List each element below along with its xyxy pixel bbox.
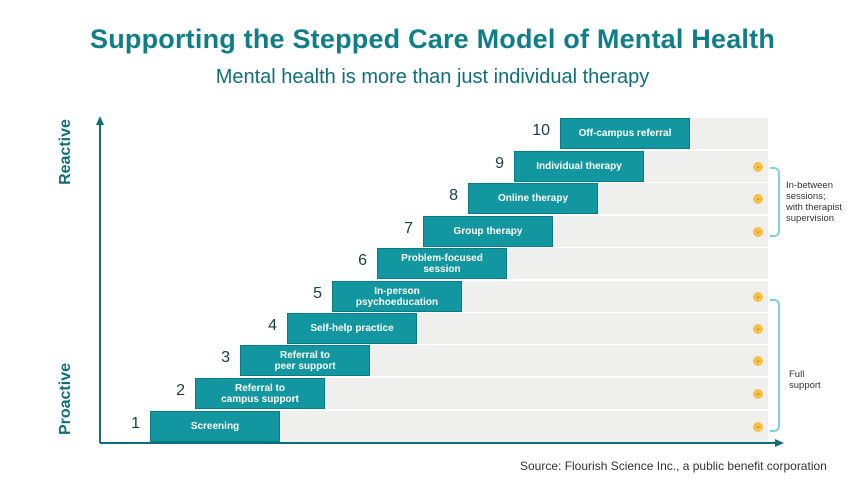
expand-indicator-icon[interactable]: ⌄ <box>753 389 763 399</box>
step-box: Problem-focused session <box>377 248 507 279</box>
step-number: 8 <box>449 187 458 204</box>
step-box: Self-help practice <box>287 313 417 344</box>
step-number: 10 <box>532 122 550 139</box>
axis-label-reactive: Reactive <box>57 119 74 185</box>
step-box: Individual therapy <box>514 151 644 182</box>
page-subtitle: Mental health is more than just individu… <box>215 66 650 88</box>
bracket-lower <box>770 299 780 432</box>
step-number: 2 <box>176 382 185 399</box>
expand-indicator-icon[interactable]: ⌄ <box>753 324 763 334</box>
step-number: 7 <box>404 220 413 237</box>
bracket-lower-label: Full support <box>789 369 821 391</box>
step-number: 5 <box>313 285 322 302</box>
expand-indicator-icon[interactable]: ⌄ <box>753 162 763 172</box>
step-number: 6 <box>358 252 367 269</box>
step-box: In-person psychoeducation <box>332 281 462 312</box>
expand-indicator-icon[interactable]: ⌄ <box>753 356 763 366</box>
step-number: 1 <box>131 415 140 432</box>
step-box: Screening <box>150 411 280 442</box>
step-box: Off-campus referral <box>560 118 690 149</box>
expand-indicator-icon[interactable]: ⌄ <box>753 227 763 237</box>
step-number: 4 <box>268 317 277 334</box>
step-box: Online therapy <box>468 183 598 214</box>
bracket-upper-label: In-between sessions; with therapist supe… <box>786 180 842 224</box>
expand-indicator-icon[interactable]: ⌄ <box>753 194 763 204</box>
y-axis-arrow-icon <box>96 116 104 125</box>
step-box: Referral to peer support <box>240 345 370 376</box>
step-box: Group therapy <box>423 216 553 247</box>
axis-label-proactive: Proactive <box>57 362 74 436</box>
expand-indicator-icon[interactable]: ⌄ <box>753 422 763 432</box>
step-box: Referral to campus support <box>195 378 325 409</box>
page-title: Supporting the Stepped Care Model of Men… <box>89 24 776 54</box>
expand-indicator-icon[interactable]: ⌄ <box>753 292 763 302</box>
bracket-upper <box>770 167 780 237</box>
source-note: Source: Flourish Science Inc., a public … <box>520 459 827 473</box>
step-number: 3 <box>221 349 230 366</box>
x-axis-arrow-icon <box>775 439 784 447</box>
step-number: 9 <box>495 155 504 172</box>
